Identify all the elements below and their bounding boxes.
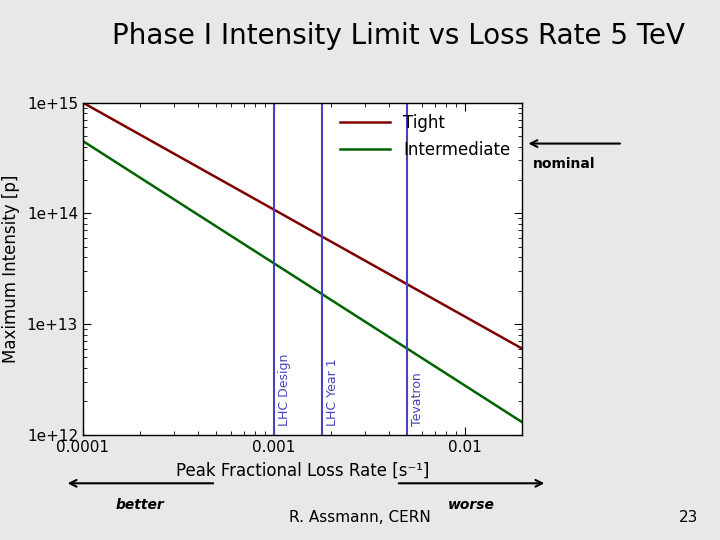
X-axis label: Peak Fractional Loss Rate [s⁻¹]: Peak Fractional Loss Rate [s⁻¹]	[176, 462, 429, 480]
Text: nominal: nominal	[533, 157, 595, 171]
Text: better: better	[116, 498, 165, 512]
Text: LHC Year 1: LHC Year 1	[326, 358, 339, 426]
Y-axis label: Maximum Intensity [p]: Maximum Intensity [p]	[1, 174, 19, 363]
Text: Tevatron: Tevatron	[411, 372, 424, 426]
Legend: Tight, Intermediate: Tight, Intermediate	[333, 107, 517, 165]
Text: Phase I Intensity Limit vs Loss Rate 5 TeV: Phase I Intensity Limit vs Loss Rate 5 T…	[112, 23, 685, 50]
Text: LHC Design: LHC Design	[278, 354, 291, 426]
Text: R. Assmann, CERN: R. Assmann, CERN	[289, 510, 431, 524]
Text: 23: 23	[679, 510, 698, 524]
Text: worse: worse	[448, 498, 495, 512]
